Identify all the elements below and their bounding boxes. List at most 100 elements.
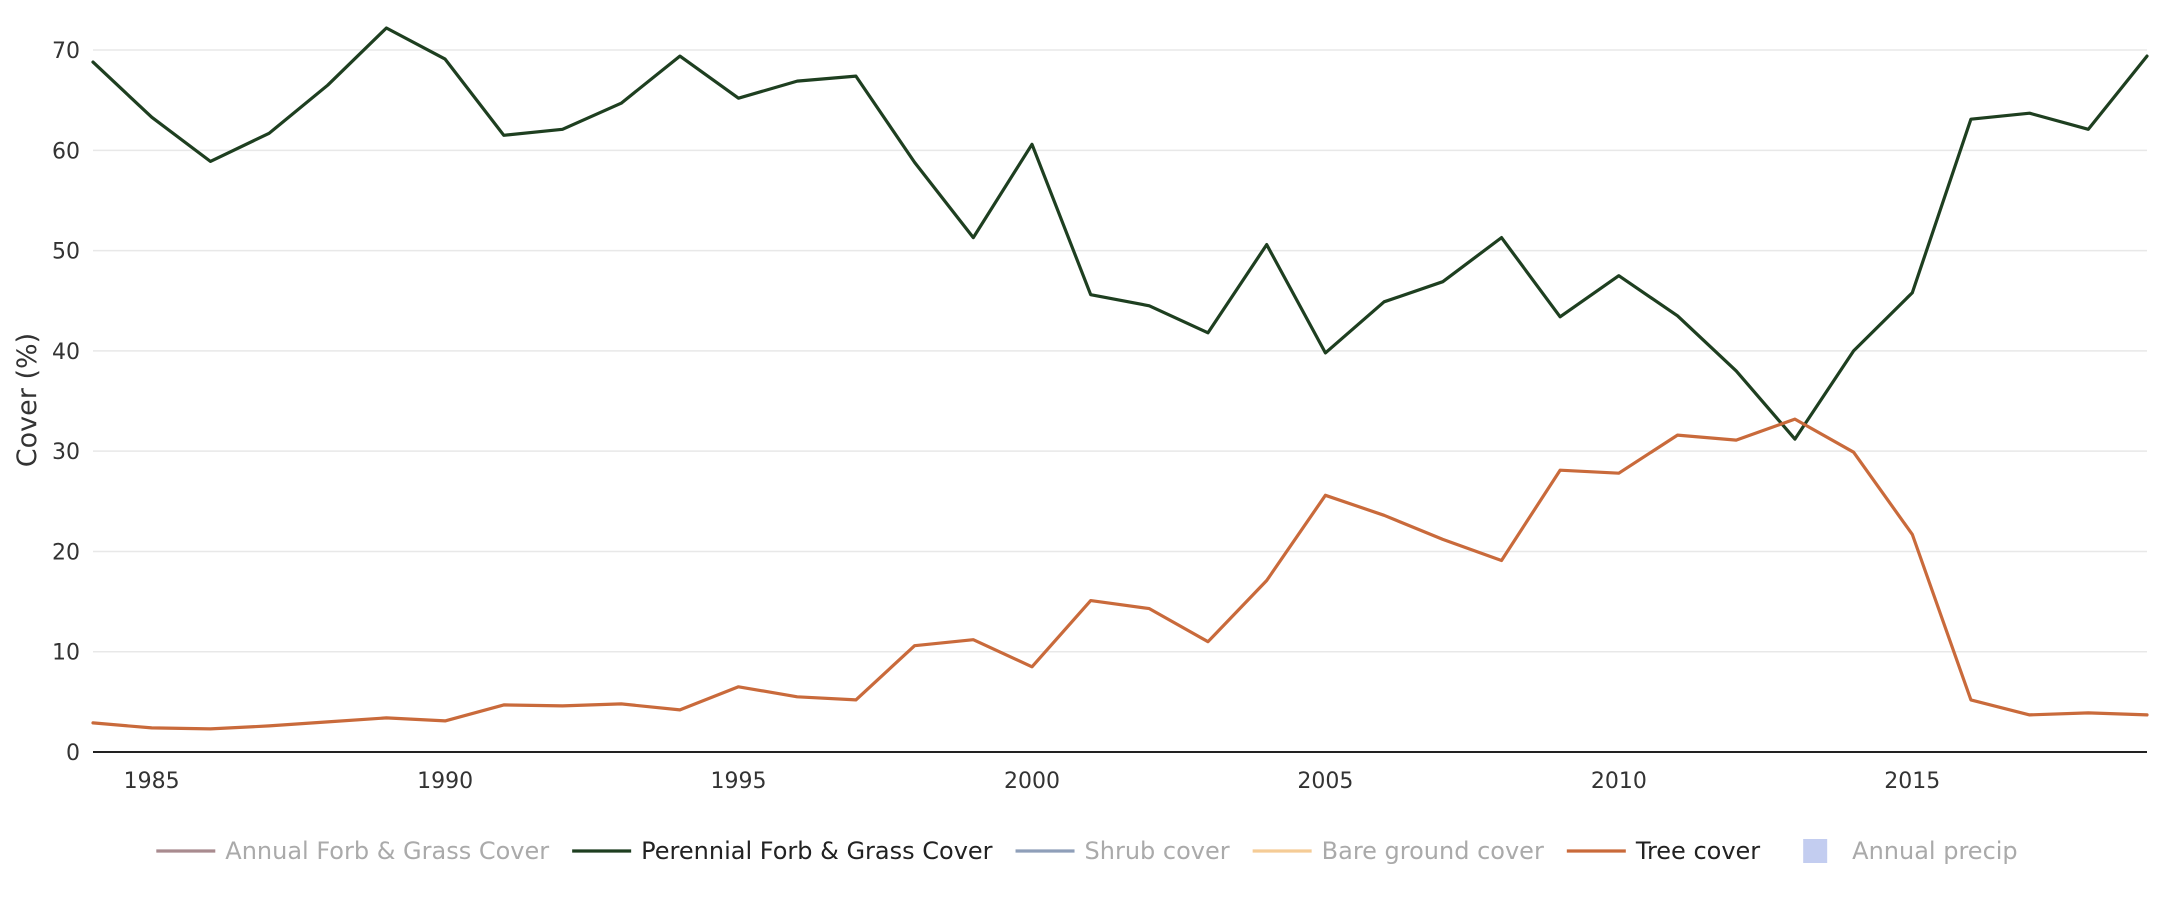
data-point xyxy=(500,701,508,709)
data-point xyxy=(1615,272,1623,280)
data-point xyxy=(852,72,860,80)
data-point xyxy=(206,157,214,165)
legend-item-shrub-cover[interactable]: Shrub cover xyxy=(1015,837,1230,865)
x-tick-label: 1985 xyxy=(124,769,180,794)
data-point xyxy=(265,129,273,137)
data-point xyxy=(911,642,919,650)
y-tick-label: 60 xyxy=(52,139,80,164)
y-gridlines xyxy=(93,49,2147,653)
data-point xyxy=(558,125,566,133)
data-point xyxy=(1497,234,1505,242)
series-line-perennial-forb-and-grass-cover xyxy=(91,26,2149,441)
legend-swatch xyxy=(1803,839,1828,863)
data-point xyxy=(206,725,214,733)
data-point xyxy=(1967,115,1975,123)
y-tick-label: 30 xyxy=(52,440,80,465)
data-point xyxy=(1674,431,1682,439)
legend-label: Shrub cover xyxy=(1085,837,1230,865)
y-tick-label: 0 xyxy=(66,741,80,766)
data-point xyxy=(1321,349,1329,357)
data-point xyxy=(148,113,156,121)
data-point xyxy=(1028,140,1036,148)
legend-label: Perennial Forb & Grass Cover xyxy=(641,837,993,865)
legend: Annual Forb & Grass Cover Perennial Forb … xyxy=(156,837,2018,865)
data-point xyxy=(1028,663,1036,671)
y-tick-label: 20 xyxy=(52,540,80,565)
data-point xyxy=(89,58,97,66)
data-point xyxy=(617,700,625,708)
y-tick-label: 40 xyxy=(52,340,80,365)
series-perennial-forb-and-grass-cover xyxy=(89,24,2149,443)
data-point xyxy=(1908,530,1916,538)
data-point xyxy=(2026,109,2034,117)
data-point xyxy=(1087,291,1095,299)
data-point xyxy=(148,724,156,732)
data-point xyxy=(735,683,743,691)
data-point xyxy=(89,719,97,727)
data-point xyxy=(1380,298,1388,306)
data-point xyxy=(1263,241,1271,249)
data-point xyxy=(676,52,684,60)
data-point xyxy=(265,722,273,730)
x-tick-label: 2015 xyxy=(1884,769,1940,794)
data-point xyxy=(1263,577,1271,585)
data-point xyxy=(441,717,449,725)
data-point xyxy=(1791,415,1799,423)
data-point xyxy=(969,234,977,242)
data-point xyxy=(558,702,566,710)
data-point xyxy=(1908,289,1916,297)
data-point xyxy=(969,636,977,644)
series-layer xyxy=(89,24,2151,733)
data-point xyxy=(2026,711,2034,719)
series-tree-cover xyxy=(89,415,2151,733)
legend-item-annual-precip[interactable]: Annual precip xyxy=(1803,837,2018,865)
data-point xyxy=(735,94,743,102)
legend-label: Tree cover xyxy=(1635,837,1760,865)
x-tick-label: 1990 xyxy=(417,769,473,794)
data-point xyxy=(852,696,860,704)
series-line-tree-cover xyxy=(91,417,2149,731)
x-tick-label: 2000 xyxy=(1004,769,1060,794)
data-point xyxy=(1439,278,1447,286)
legend-item-annual-forb-and-grass-cover[interactable]: Annual Forb & Grass Cover xyxy=(156,837,549,865)
data-point xyxy=(1204,329,1212,337)
data-point xyxy=(1850,347,1858,355)
data-point xyxy=(1145,605,1153,613)
data-point xyxy=(793,693,801,701)
data-point xyxy=(382,24,390,32)
data-point xyxy=(1732,367,1740,375)
legend-item-bare-ground-cover[interactable]: Bare ground cover xyxy=(1252,837,1544,865)
data-point xyxy=(1615,469,1623,477)
data-point xyxy=(2143,711,2151,719)
y-axis: 0 10 20 30 40 50 60 70 xyxy=(52,39,80,766)
data-point xyxy=(324,718,332,726)
data-point xyxy=(793,77,801,85)
data-point xyxy=(2084,125,2092,133)
data-point xyxy=(441,55,449,63)
data-point xyxy=(676,706,684,714)
data-point xyxy=(2084,709,2092,717)
y-tick-label: 70 xyxy=(52,39,80,64)
data-point xyxy=(911,158,919,166)
legend-item-tree-cover[interactable]: Tree cover xyxy=(1566,837,1760,865)
data-point xyxy=(1791,435,1799,443)
data-point xyxy=(1439,535,1447,543)
data-point xyxy=(500,131,508,139)
data-point xyxy=(1497,556,1505,564)
data-point xyxy=(1204,638,1212,646)
data-point xyxy=(1087,597,1095,605)
data-point xyxy=(1321,491,1329,499)
x-tick-label: 2005 xyxy=(1297,769,1353,794)
data-point xyxy=(1967,696,1975,704)
data-point xyxy=(1674,312,1682,320)
legend-label: Annual Forb & Grass Cover xyxy=(225,837,549,865)
legend-label: Bare ground cover xyxy=(1322,837,1544,865)
legend-item-perennial-forb-and-grass-cover[interactable]: Perennial Forb & Grass Cover xyxy=(572,837,993,865)
y-tick-label: 10 xyxy=(52,641,80,666)
data-point xyxy=(1850,448,1858,456)
data-point xyxy=(1145,302,1153,310)
y-axis-title: Cover (%) xyxy=(12,333,43,467)
data-point xyxy=(1380,511,1388,519)
data-point xyxy=(1732,436,1740,444)
